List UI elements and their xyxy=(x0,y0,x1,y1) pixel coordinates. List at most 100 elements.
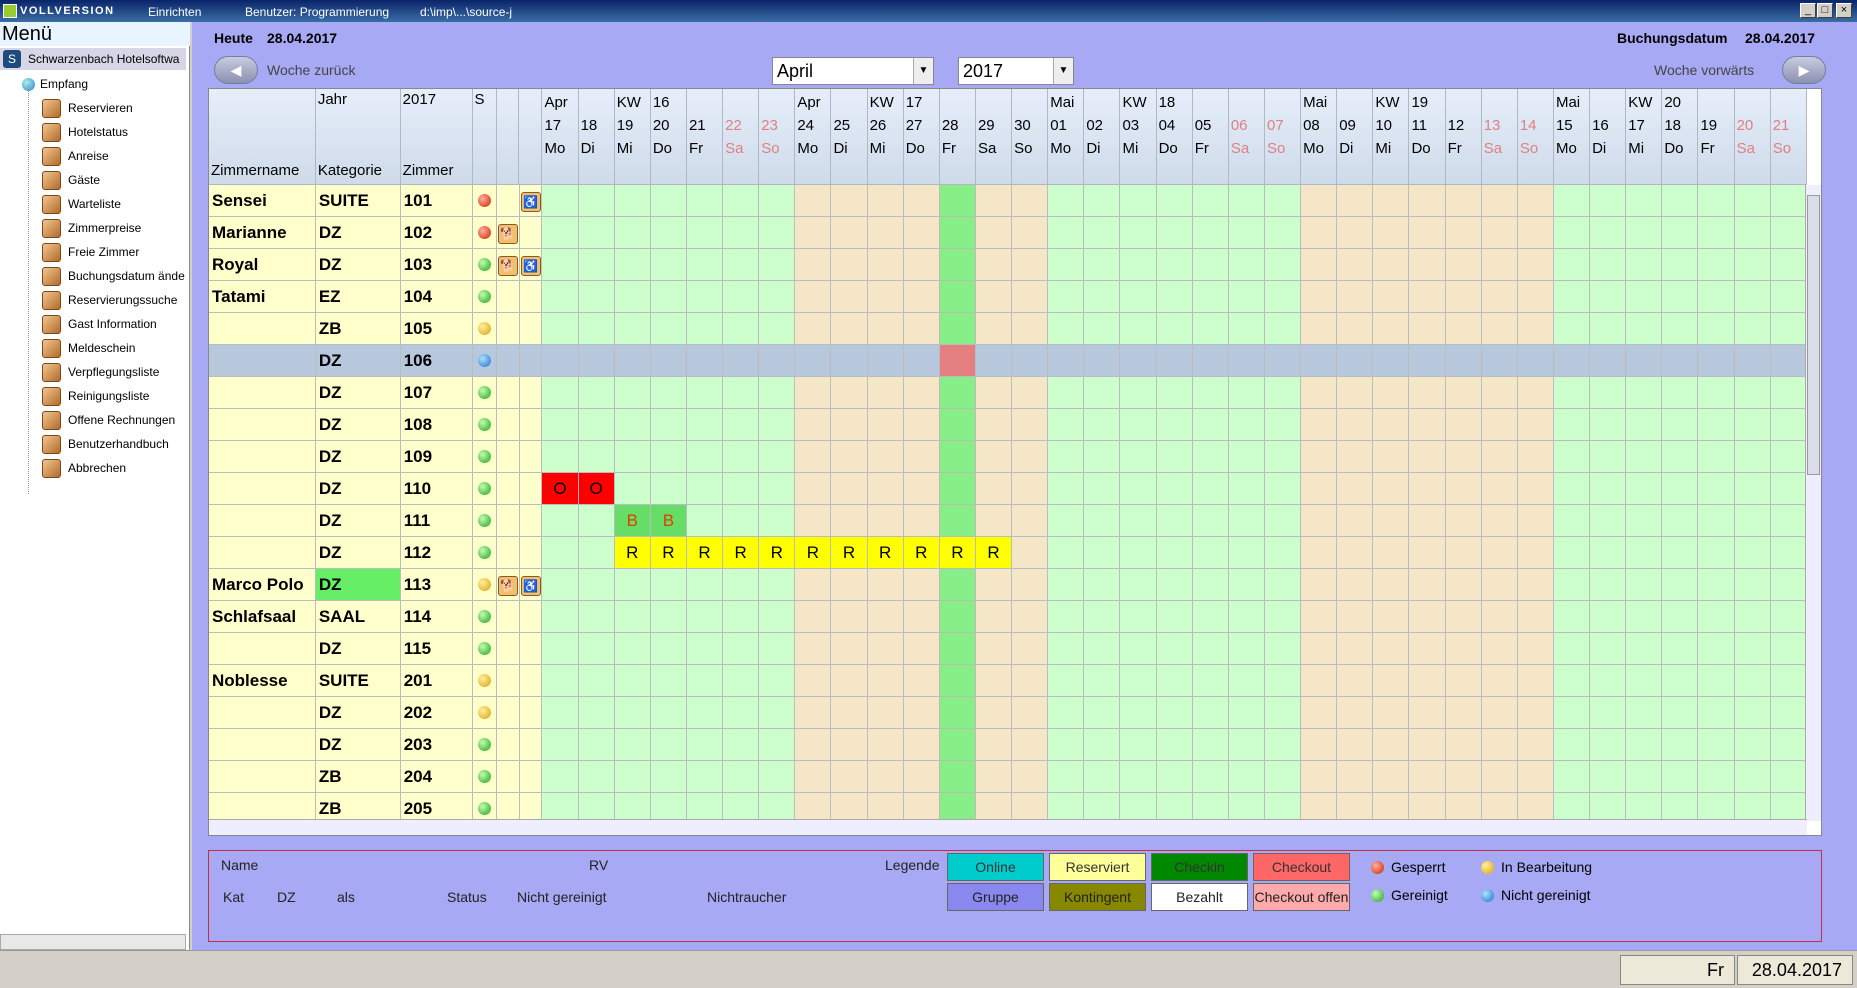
day-cell[interactable] xyxy=(650,441,687,473)
room-number-cell[interactable]: 107 xyxy=(400,377,473,409)
day-cell[interactable] xyxy=(1012,665,1049,697)
day-cell[interactable] xyxy=(542,409,579,441)
day-cell[interactable] xyxy=(1048,345,1085,377)
day-cell[interactable] xyxy=(1590,409,1627,441)
day-cell[interactable] xyxy=(1770,729,1807,761)
day-cell[interactable] xyxy=(1084,217,1121,249)
day-cell[interactable] xyxy=(1481,633,1518,665)
day-cell[interactable] xyxy=(1409,569,1446,601)
day-cell[interactable] xyxy=(1301,601,1338,633)
sidebar-item-6[interactable]: Freie Zimmer xyxy=(0,240,186,264)
day-cell[interactable] xyxy=(1517,633,1554,665)
day-cell[interactable] xyxy=(759,185,796,217)
day-cell[interactable] xyxy=(795,697,832,729)
day-cell[interactable] xyxy=(975,345,1013,377)
day-cell[interactable] xyxy=(1084,537,1121,569)
day-cell[interactable] xyxy=(795,249,832,281)
day-cell[interactable] xyxy=(1120,729,1157,761)
room-number-cell[interactable]: 105 xyxy=(400,313,473,345)
day-cell[interactable] xyxy=(831,665,868,697)
day-cell[interactable] xyxy=(578,601,615,633)
day-cell[interactable] xyxy=(1192,569,1229,601)
day-cell[interactable] xyxy=(1517,377,1554,409)
day-cell[interactable] xyxy=(1590,281,1627,313)
day-header[interactable]: 07 So xyxy=(1264,89,1302,185)
day-cell[interactable] xyxy=(975,377,1013,409)
day-cell[interactable] xyxy=(1301,377,1338,409)
day-cell[interactable] xyxy=(1301,185,1338,217)
day-cell[interactable] xyxy=(1192,633,1229,665)
day-cell[interactable] xyxy=(1445,377,1482,409)
table-row[interactable]: ZB 105 xyxy=(209,313,1807,345)
week-back-button[interactable]: ◀ xyxy=(214,56,258,84)
day-cell[interactable] xyxy=(1192,217,1229,249)
day-cell[interactable] xyxy=(578,185,615,217)
day-cell[interactable] xyxy=(1734,249,1771,281)
day-cell[interactable] xyxy=(686,601,724,633)
day-cell[interactable] xyxy=(1373,377,1410,409)
day-cell[interactable] xyxy=(1264,217,1302,249)
day-cell[interactable] xyxy=(1084,377,1121,409)
day-cell[interactable] xyxy=(1626,249,1663,281)
day-header[interactable]: KW 03 Mi xyxy=(1120,89,1157,185)
sidebar-item-12[interactable]: Reinigungsliste xyxy=(0,384,186,408)
day-cell[interactable] xyxy=(723,377,760,409)
day-cell[interactable] xyxy=(650,633,687,665)
day-cell[interactable] xyxy=(1337,441,1374,473)
day-cell[interactable] xyxy=(831,633,868,665)
table-row[interactable]: Royal DZ 103 🐕 ♿ xyxy=(209,249,1807,281)
day-cell[interactable] xyxy=(1192,473,1229,505)
day-cell[interactable] xyxy=(1409,473,1446,505)
day-cell[interactable] xyxy=(903,729,940,761)
day-cell[interactable] xyxy=(795,409,832,441)
sidebar-item-0[interactable]: Reservieren xyxy=(0,96,186,120)
day-cell[interactable] xyxy=(686,473,724,505)
day-cell[interactable] xyxy=(1698,505,1735,537)
table-row[interactable]: Marianne DZ 102 🐕 xyxy=(209,217,1807,249)
day-cell[interactable] xyxy=(1445,281,1482,313)
day-cell[interactable] xyxy=(650,281,687,313)
table-row[interactable]: DZ 112 R R R R R R R R R R R xyxy=(209,537,1807,569)
day-cell[interactable] xyxy=(1228,249,1265,281)
day-cell[interactable] xyxy=(1156,345,1193,377)
room-number-cell[interactable]: 201 xyxy=(400,665,473,697)
sidebar-item-1[interactable]: Hotelstatus xyxy=(0,120,186,144)
booking-cell[interactable]: B xyxy=(614,505,651,537)
day-cell[interactable] xyxy=(975,569,1013,601)
day-cell[interactable] xyxy=(1048,377,1085,409)
day-cell[interactable] xyxy=(578,729,615,761)
day-cell[interactable] xyxy=(1012,569,1049,601)
day-cell[interactable] xyxy=(1048,409,1085,441)
day-cell[interactable] xyxy=(903,441,940,473)
day-cell[interactable] xyxy=(1337,697,1374,729)
day-cell[interactable] xyxy=(723,569,760,601)
day-cell[interactable] xyxy=(1517,601,1554,633)
day-cell[interactable] xyxy=(1626,729,1663,761)
day-cell[interactable] xyxy=(650,313,687,345)
maximize-button[interactable]: □ xyxy=(1817,3,1833,18)
day-cell[interactable] xyxy=(759,697,796,729)
day-cell[interactable] xyxy=(1264,537,1302,569)
sidebar-item-3[interactable]: Gäste xyxy=(0,168,186,192)
day-header[interactable]: 17 27 Do xyxy=(903,89,940,185)
day-cell[interactable] xyxy=(1626,633,1663,665)
room-name-cell[interactable] xyxy=(209,409,316,441)
day-cell[interactable] xyxy=(614,569,651,601)
day-cell[interactable] xyxy=(1228,537,1265,569)
day-cell[interactable] xyxy=(939,505,976,537)
day-cell[interactable] xyxy=(867,377,904,409)
day-cell[interactable] xyxy=(1373,601,1410,633)
day-cell[interactable] xyxy=(903,345,940,377)
table-row[interactable]: DZ 202 xyxy=(209,697,1807,729)
table-row[interactable]: DZ 110 O O xyxy=(209,473,1807,505)
day-cell[interactable] xyxy=(1264,313,1302,345)
room-number-cell[interactable]: 106 xyxy=(400,345,473,377)
day-cell[interactable] xyxy=(1084,345,1121,377)
day-cell[interactable] xyxy=(1084,505,1121,537)
day-header[interactable]: 02 Di xyxy=(1084,89,1121,185)
day-cell[interactable] xyxy=(542,697,579,729)
day-cell[interactable] xyxy=(831,185,868,217)
day-cell[interactable] xyxy=(975,697,1013,729)
day-cell[interactable] xyxy=(795,729,832,761)
day-cell[interactable] xyxy=(831,409,868,441)
